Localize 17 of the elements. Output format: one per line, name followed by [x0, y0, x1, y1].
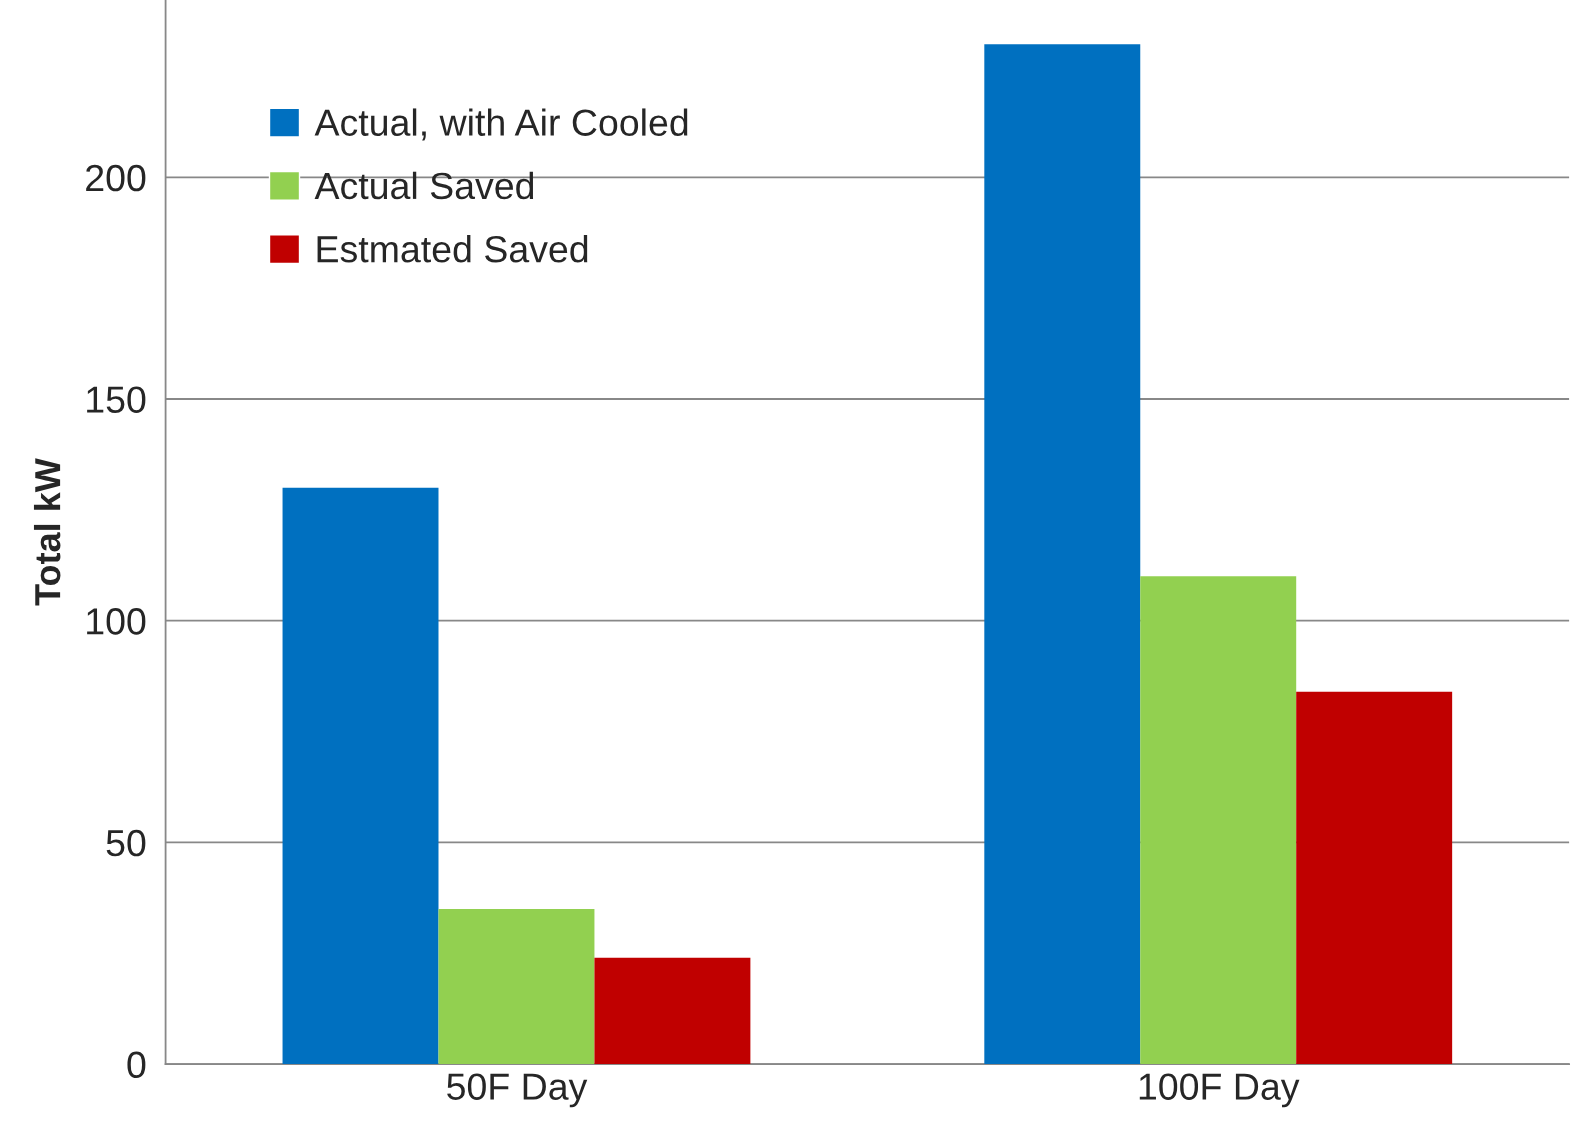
bar	[594, 957, 751, 1065]
y-tick-label: 50	[106, 829, 146, 857]
y-axis-title: Total kW	[33, 458, 61, 606]
legend-label: Actual, with Air Cooled	[314, 108, 688, 141]
y-tick-label: 200	[86, 164, 146, 192]
bar	[1140, 576, 1297, 1065]
bar	[438, 908, 595, 1065]
y-tick-label: 0	[127, 1051, 146, 1079]
y-tick-label: 100	[87, 608, 146, 635]
y-tick-label: 150	[87, 386, 146, 413]
bar	[1296, 691, 1453, 1065]
x-tick-label: 100F Day	[1139, 1073, 1300, 1108]
x-tick-label: 50F Day	[447, 1073, 588, 1108]
legend-label: Actual Saved	[314, 171, 534, 200]
bar	[282, 487, 439, 1065]
legend-label: Estmated Saved	[317, 235, 588, 263]
bar	[984, 44, 1141, 1065]
